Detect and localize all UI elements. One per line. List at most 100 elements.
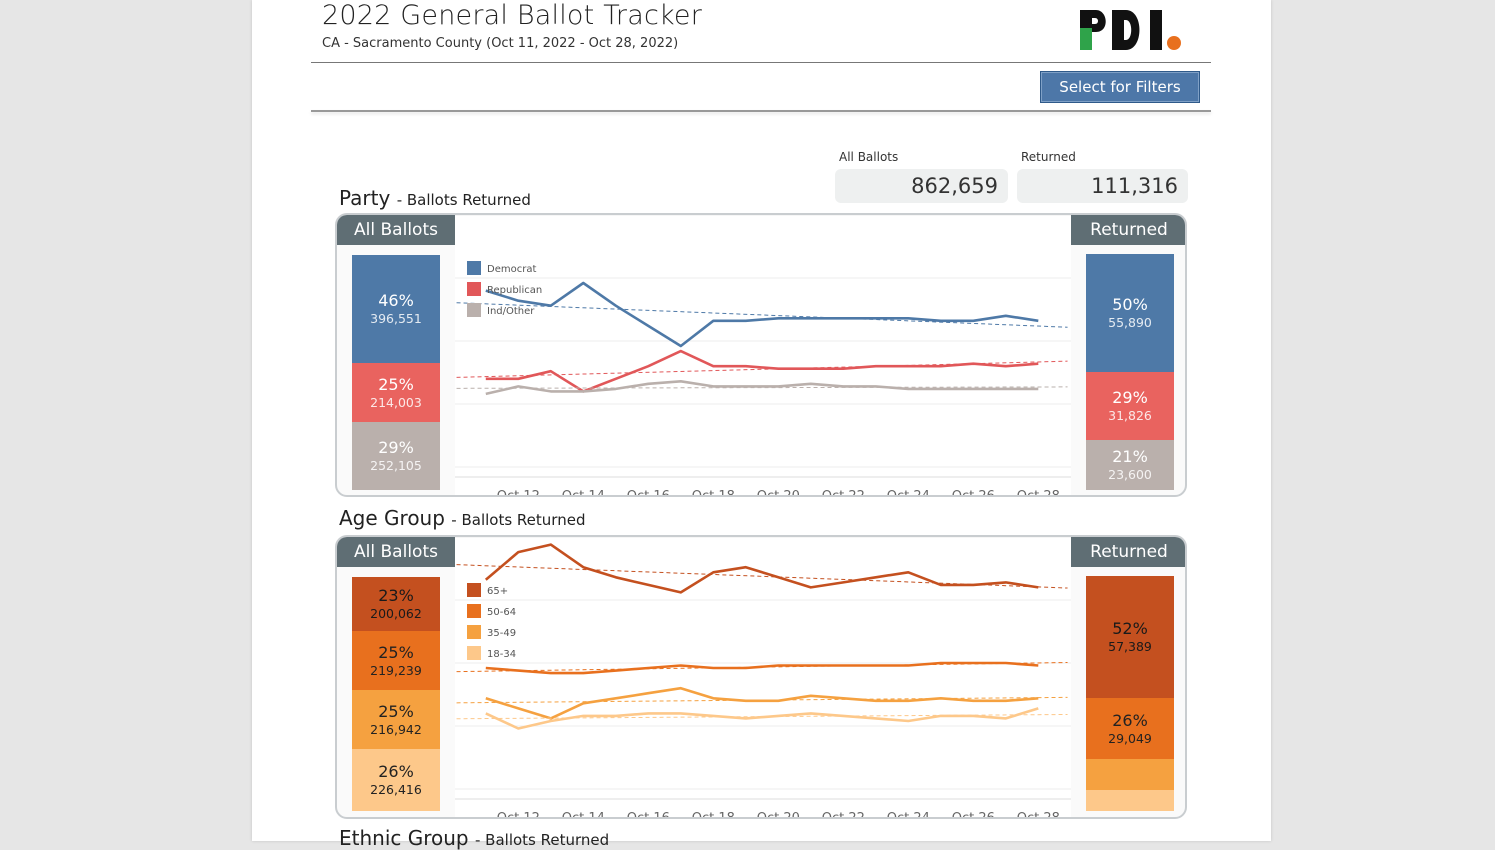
age-returned-stack: 52% 57,389 26% 29,049 [1086,576,1174,811]
party-all-ballots-stack: 46% 396,551 25% 214,003 29% 252,105 [352,255,440,490]
age-chart-series-50-64 [485,661,1039,675]
party-all-segment: 29% 252,105 [352,422,440,490]
party-all-segment-count: 252,105 [370,458,422,473]
party-all-segment: 25% 214,003 [352,363,440,422]
party-returned-segment: 21% 23,600 [1086,440,1174,490]
party-chart-legend-label: Republican [487,285,542,296]
age-chart-legend-swatch [467,604,481,618]
age-returned-segment [1086,759,1174,790]
party-chart-x-tick-label: Oct 20 [757,489,800,495]
age-returned-segment-count: 29,049 [1108,730,1152,746]
party-chart-legend-swatch [467,282,481,296]
party-all-segment-count: 396,551 [370,311,422,326]
age-chart-trendline-50-64 [456,661,1068,673]
age-all-segment: 23% 200,062 [352,577,440,631]
pdi-logo-mark [1080,10,1181,50]
select-filters-button[interactable]: Select for Filters [1040,71,1200,103]
party-line-chart: Oct 12 Oct 14 Oct 16 Oct 18 Oct 20 Oct 22 Oct … [455,215,1071,495]
age-all-segment-count: 200,062 [370,606,422,621]
party-returned-segment-pct: 50% [1112,295,1148,314]
ethnic-subtitle: - Ballots Returned [475,831,610,849]
party-subtitle: - Ballots Returned [396,191,531,209]
age-all-segment-count: 219,239 [370,662,422,678]
party-panel: All Ballots Returned 46% 396,551 25% 214,00… [335,213,1187,497]
party-chart-plot-background [455,215,1071,495]
party-returned-segment-pct: 21% [1112,447,1148,466]
party-chart-legend-label: Democrat [487,264,536,275]
age-all-segment-count: 216,942 [370,721,422,737]
party-chart-legend-swatch [467,261,481,275]
party-chart-trendline-democrat [456,302,1068,328]
party-all-segment-pct: 25% [378,374,414,394]
party-chart-x-tick-label: Oct 16 [627,489,670,495]
age-all-segment-pct: 23% [378,586,414,605]
age-chart-legend-label: 18-34 [487,649,516,660]
age-chart-x-tick-label: Oct 24 [887,811,930,817]
party-chart-legend-swatch [467,303,481,317]
age-chart-trendline-35-49 [456,696,1068,704]
party-chart-series-democrat [485,281,1039,348]
returned-kpi-value: 111,316 [1017,169,1188,203]
age-returned-segment-pct: 26% [1112,710,1148,730]
party-title: Party [339,186,391,210]
age-title: Age Group [339,506,445,530]
party-chart-trendline-ind-other [456,386,1068,389]
party-returned-stack: 50% 55,890 29% 31,826 21% 23,600 [1086,254,1174,490]
ethnic-section-title: Ethnic Group - Ballots Returned [339,826,609,850]
age-returned-segment: 26% 29,049 [1086,698,1174,759]
all-ballots-kpi-label: All Ballots [839,150,899,164]
age-returned-segment [1086,790,1174,811]
age-returned-header: Returned [1071,537,1185,567]
party-returned-segment: 29% 31,826 [1086,372,1174,440]
party-chart-x-tick-label: Oct 24 [887,489,930,495]
age-chart-series-65- [484,543,1039,594]
party-all-segment-pct: 46% [378,291,414,310]
party-all-segment-count: 214,003 [370,394,422,410]
age-chart-legend-label: 50-64 [487,607,516,618]
age-all-ballots-header: All Ballots [337,537,455,567]
age-chart-x-tick-label: Oct 20 [757,811,800,817]
age-chart-series-18-34 [485,707,1039,730]
age-chart-x-tick-label: Oct 26 [952,811,995,817]
party-returned-segment-count: 31,826 [1108,408,1152,423]
ethnic-title: Ethnic Group [339,826,469,850]
age-chart-x-tick-label: Oct 16 [627,811,670,817]
age-chart-x-tick-label: Oct 14 [562,811,605,817]
returned-kpi-label: Returned [1021,150,1076,164]
age-chart-x-tick-label: Oct 12 [497,811,540,817]
age-all-segment: 26% 226,416 [352,749,440,811]
page-title: 2022 General Ballot Tracker [322,0,702,31]
filter-divider [311,110,1211,112]
age-returned-segment-count: 57,389 [1108,639,1152,654]
age-returned-segment: 52% 57,389 [1086,576,1174,698]
all-ballots-kpi-value: 862,659 [835,169,1008,203]
age-chart-legend-swatch [467,583,481,597]
pdi-logo [1080,10,1181,50]
party-section-title: Party - Ballots Returned [339,186,531,210]
party-chart-x-tick-label: Oct 18 [692,489,735,495]
age-chart-trendline-18-34 [456,713,1068,720]
page-subtitle: CA - Sacramento County (Oct 11, 2022 - O… [322,36,679,51]
age-chart-x-tick-label: Oct 22 [822,811,865,817]
age-chart-trendline-65- [456,564,1068,589]
age-chart-plot-background [455,537,1071,817]
age-all-segment-count: 226,416 [370,782,422,797]
age-all-segment-pct: 25% [378,642,414,662]
age-section-title: Age Group - Ballots Returned [339,506,585,530]
party-all-ballots-header: All Ballots [337,215,455,245]
party-returned-segment-count: 23,600 [1108,467,1152,482]
age-returned-segment-pct: 52% [1112,619,1148,638]
dashboard-page: 2022 General Ballot Tracker CA - Sacrame… [252,0,1271,850]
age-chart-legend-label: 35-49 [487,628,516,639]
party-returned-segment-count: 55,890 [1108,315,1152,330]
age-line-chart: Oct 12 Oct 14 Oct 16 Oct 18 Oct 20 Oct 22 Oct … [455,537,1071,817]
party-returned-segment: 50% 55,890 [1086,254,1174,372]
party-chart-series-ind-other [485,380,1039,396]
party-chart-x-tick-label: Oct 14 [562,489,605,495]
age-all-segment-pct: 26% [378,762,414,781]
party-chart-x-tick-label: Oct 12 [497,489,540,495]
party-all-segment: 46% 396,551 [352,255,440,363]
age-chart-x-tick-label: Oct 18 [692,811,735,817]
age-chart-legend-swatch [467,646,481,660]
header-divider [311,62,1211,63]
